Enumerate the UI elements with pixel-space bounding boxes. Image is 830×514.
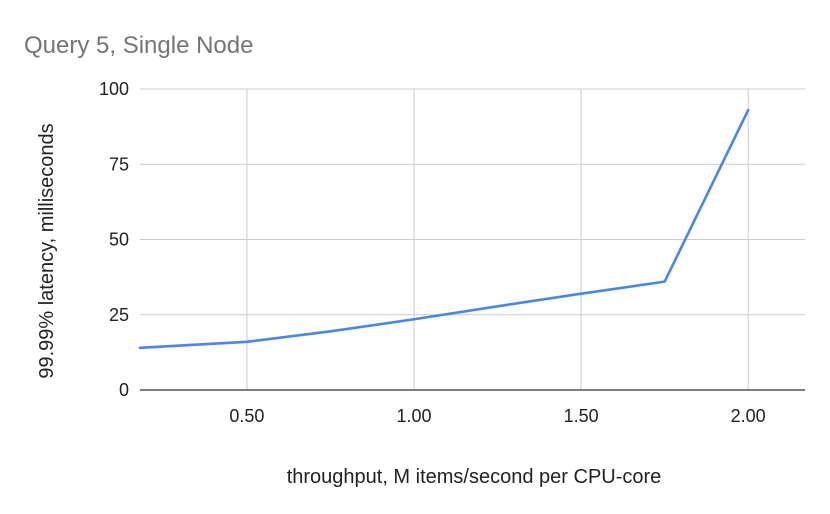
x-tick-label: 1.50	[564, 406, 599, 426]
x-tick-label: 0.50	[229, 406, 264, 426]
y-tick-label: 50	[109, 230, 129, 250]
x-axis-title: throughput, M items/second per CPU-core	[287, 466, 662, 488]
x-tick-label: 2.00	[731, 406, 766, 426]
chart-title: Query 5, Single Node	[24, 32, 253, 59]
y-tick-label: 100	[99, 79, 129, 99]
y-tick-label: 25	[109, 305, 129, 325]
y-axis-title: 99.99% latency, milliseconds	[36, 123, 58, 378]
y-tick-label: 0	[119, 380, 129, 400]
y-tick-label: 75	[109, 154, 129, 174]
tick-labels: 0 25 50 75 100 0.50 1.00 1.50 2.00	[99, 79, 766, 426]
series	[138, 108, 750, 350]
series-line	[138, 108, 750, 350]
x-tick-label: 1.00	[396, 406, 431, 426]
grid	[140, 88, 805, 390]
